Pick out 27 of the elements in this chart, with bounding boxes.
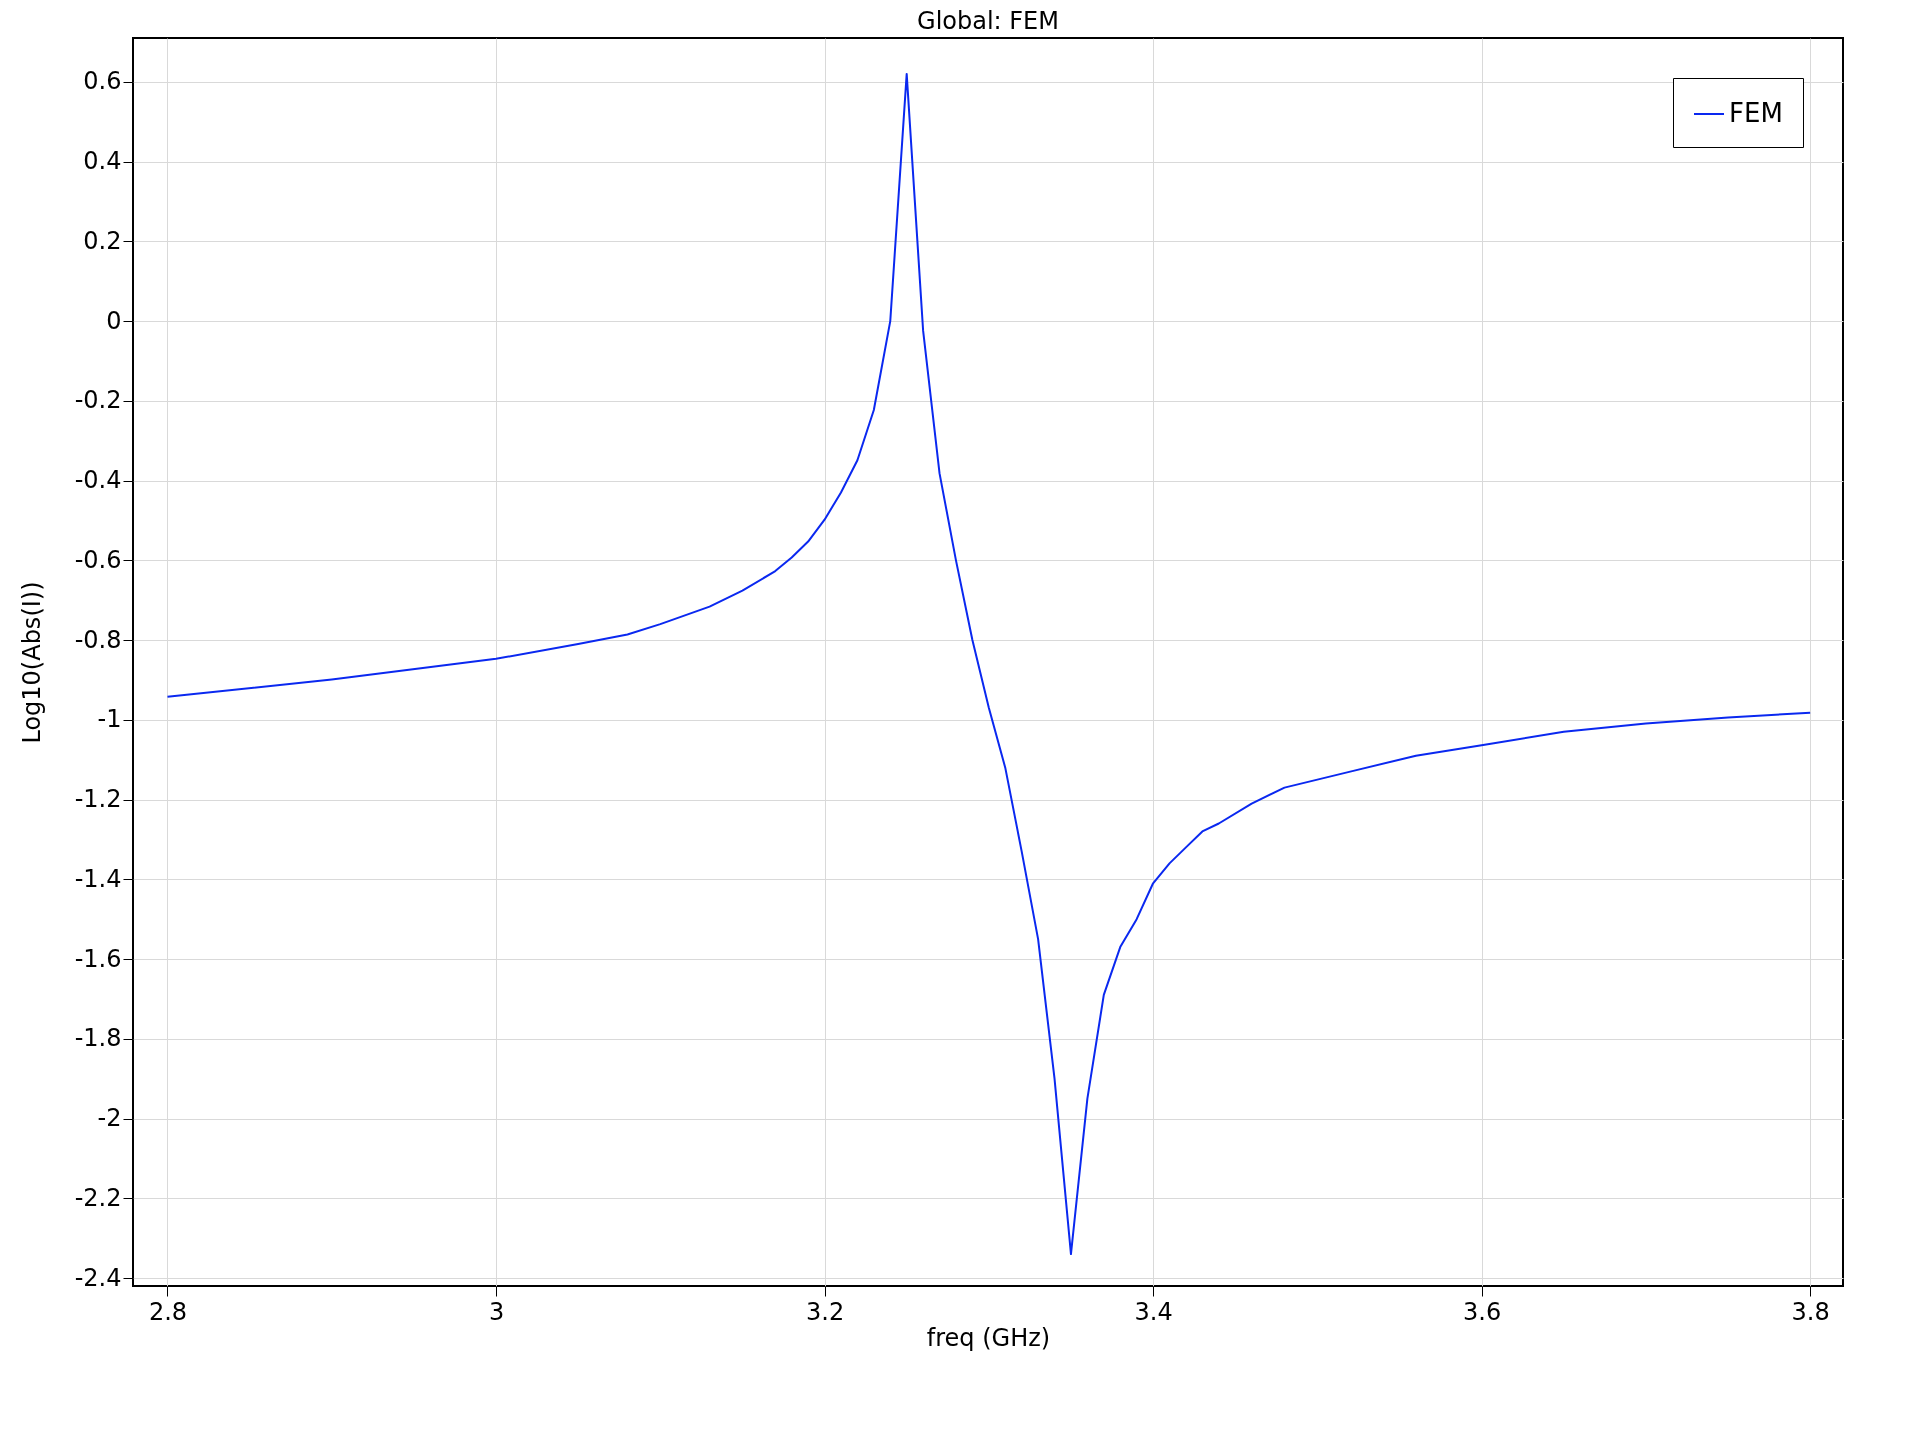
legend-label: FEM [1729, 98, 1783, 128]
y-tick-label: -1 [97, 705, 122, 734]
x-tick-label: 3 [488, 1297, 505, 1326]
x-axis-title: freq (GHz) [926, 1323, 1051, 1352]
y-tick-label: -1.8 [74, 1024, 122, 1053]
y-tick-label: -2 [97, 1104, 122, 1133]
x-tick-label: 3.8 [1791, 1297, 1830, 1326]
y-tick-label: -0.8 [74, 625, 122, 654]
y-tick-label: -0.4 [74, 466, 122, 495]
x-tick-label: 3.4 [1134, 1297, 1173, 1326]
x-tick-label: 2.8 [148, 1297, 188, 1326]
y-tick-label: -2.2 [74, 1183, 122, 1212]
x-tick-label: 3.6 [1463, 1297, 1502, 1326]
y-tick-label: -2.4 [74, 1263, 122, 1292]
chart-title: Global: FEM [917, 7, 1059, 35]
y-tick-label: 0.4 [83, 147, 122, 176]
y-tick-label: 0 [106, 306, 122, 335]
y-tick-label: -0.2 [74, 386, 122, 415]
y-tick-label: -1.2 [74, 785, 122, 814]
x-tick-label: 3.2 [805, 1297, 845, 1326]
y-tick-label: 0.6 [83, 67, 122, 96]
y-tick-label: -1.6 [74, 944, 122, 973]
line-series [166, 72, 1812, 1256]
y-axis-title: Log10(Abs(I)) [17, 581, 46, 744]
y-tick-label: 0.2 [83, 226, 122, 255]
y-tick-label: -1.4 [74, 864, 122, 893]
y-tick-label: -0.6 [74, 545, 122, 574]
